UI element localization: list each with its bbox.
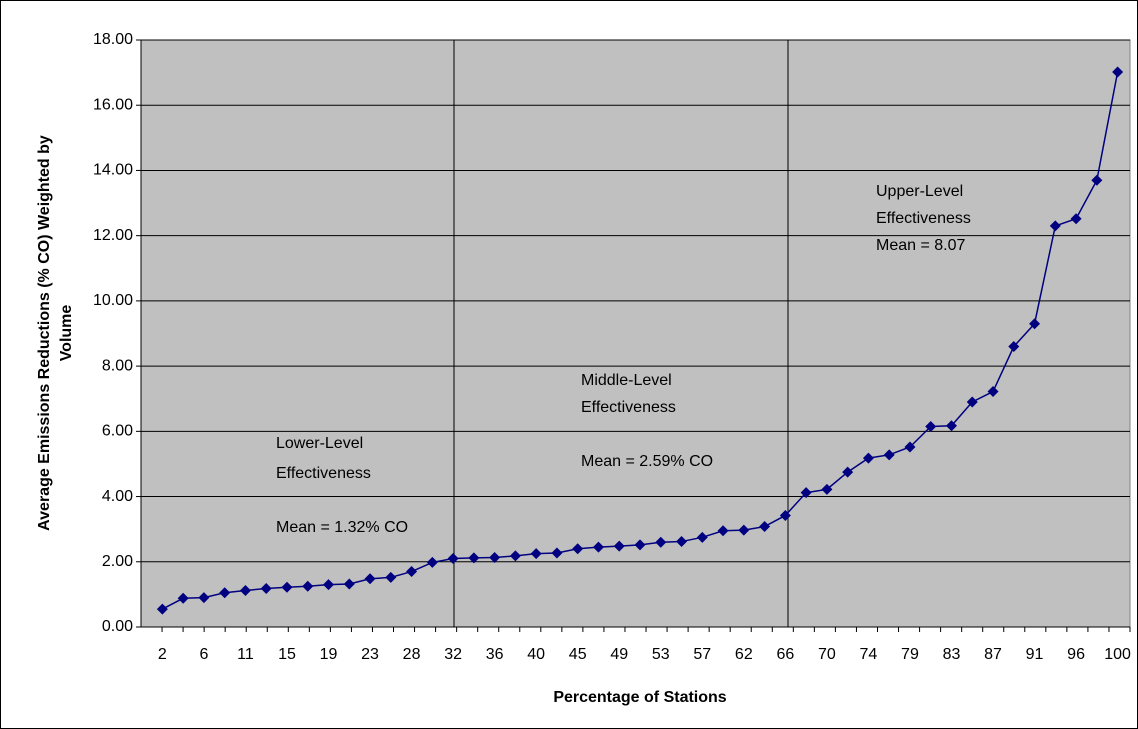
data-point [198, 592, 210, 604]
x-tick-label: 96 [1067, 646, 1085, 663]
x-tick-label: 19 [320, 646, 338, 663]
data-point [447, 553, 459, 565]
data-point [323, 579, 335, 591]
data-point [779, 509, 791, 521]
data-point [613, 540, 625, 552]
data-point [1008, 341, 1020, 353]
data-point [177, 592, 189, 604]
x-tick-label: 28 [403, 646, 421, 663]
y-axis-title: Volume [58, 305, 75, 362]
data-point [696, 531, 708, 543]
x-tick-label: 91 [1026, 646, 1044, 663]
x-tick-label: 74 [860, 646, 878, 663]
x-tick-label: 70 [818, 646, 836, 663]
data-point [800, 487, 812, 499]
data-point [219, 587, 231, 599]
data-point [842, 466, 854, 478]
data-point [530, 548, 542, 560]
annotation: Middle-Level [581, 372, 672, 389]
annotation: Effectiveness [581, 399, 676, 416]
y-tick-label: 2.00 [102, 553, 133, 570]
annotation: Effectiveness [276, 465, 371, 482]
y-tick-label: 0.00 [102, 618, 133, 635]
x-tick-label: 6 [199, 646, 208, 663]
y-tick-label: 16.00 [93, 96, 133, 113]
y-tick-label: 8.00 [102, 357, 133, 374]
data-point [592, 541, 604, 553]
x-tick-label: 57 [693, 646, 711, 663]
data-point [1029, 318, 1041, 330]
x-tick-label: 83 [943, 646, 961, 663]
y-tick-label: 18.00 [93, 31, 133, 48]
x-tick-label: 23 [361, 646, 379, 663]
annotation: Upper-Level [876, 183, 963, 200]
data-point [364, 573, 376, 585]
data-point [343, 578, 355, 590]
plot-area [140, 39, 1131, 628]
data-point [925, 420, 937, 432]
y-tick-label: 6.00 [102, 423, 133, 440]
data-point [489, 552, 501, 564]
y-axis-title: Average Emissions Reductions (% CO) Weig… [36, 135, 53, 531]
data-point [572, 543, 584, 555]
data-point [1049, 220, 1061, 232]
y-tick-label: 10.00 [93, 292, 133, 309]
data-point [759, 521, 771, 533]
y-tick-label: 4.00 [102, 488, 133, 505]
data-point [883, 449, 895, 461]
data-point [676, 536, 688, 548]
x-tick-label: 36 [486, 646, 504, 663]
x-tick-label: 15 [278, 646, 296, 663]
data-point [821, 483, 833, 495]
data-point [945, 420, 957, 432]
x-axis-title: Percentage of Stations [553, 689, 726, 706]
data-point [260, 583, 272, 595]
data-point [738, 524, 750, 536]
data-point [1070, 213, 1082, 225]
x-tick-label: 45 [569, 646, 587, 663]
data-point [468, 552, 480, 564]
x-tick-label: 100 [1104, 646, 1131, 663]
data-point [302, 580, 314, 592]
y-tick-label: 12.00 [93, 227, 133, 244]
x-tick-label: 66 [776, 646, 794, 663]
x-tick-label: 11 [237, 646, 254, 663]
annotation: Mean = 2.59% CO [581, 453, 713, 470]
data-point [385, 571, 397, 583]
annotation: Lower-Level [276, 435, 363, 452]
data-point [634, 539, 646, 551]
data-point [239, 584, 251, 596]
y-tick-label: 14.00 [93, 162, 133, 179]
x-tick-label: 79 [901, 646, 919, 663]
data-point [717, 525, 729, 537]
data-point [862, 452, 874, 464]
x-tick-label: 2 [158, 646, 167, 663]
x-tick-label: 49 [610, 646, 628, 663]
data-point [281, 581, 293, 593]
data-point [426, 556, 438, 568]
x-tick-label: 62 [735, 646, 753, 663]
x-tick-label: 40 [527, 646, 545, 663]
x-tick-label: 53 [652, 646, 670, 663]
annotation: Mean = 1.32% CO [276, 519, 408, 536]
data-point [509, 550, 521, 562]
data-point [1091, 174, 1103, 186]
data-point [406, 566, 418, 578]
annotation: Effectiveness [876, 210, 971, 227]
x-tick-label: 32 [444, 646, 462, 663]
data-point [966, 396, 978, 408]
data-point [655, 536, 667, 548]
x-tick-label: 87 [984, 646, 1002, 663]
data-point [551, 547, 563, 559]
data-point [156, 603, 168, 615]
data-point [904, 441, 916, 453]
data-point [1112, 66, 1124, 78]
data-point [987, 386, 999, 398]
annotation: Mean = 8.07 [876, 237, 966, 254]
